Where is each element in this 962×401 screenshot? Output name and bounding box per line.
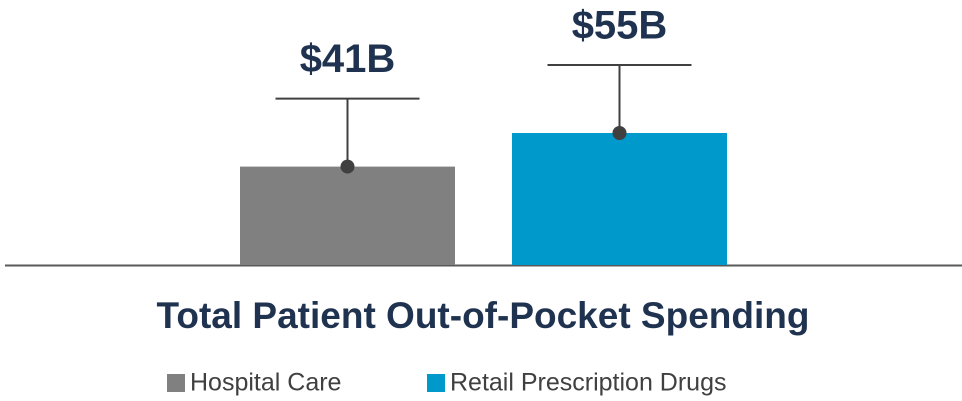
legend-swatch [427,374,445,392]
legend-text: Hospital Care [190,369,341,397]
legend-swatch [167,374,185,392]
bar [240,166,455,265]
value-label: $41B [300,37,396,81]
callout-dot [340,159,355,174]
callout-dot [612,126,627,140]
legend-text: Retail Prescription Drugs [450,369,727,397]
value-label: $55B [572,4,668,48]
bar [512,133,727,265]
chart-title: Total Patient Out-of-Pocket Spending [157,295,810,336]
